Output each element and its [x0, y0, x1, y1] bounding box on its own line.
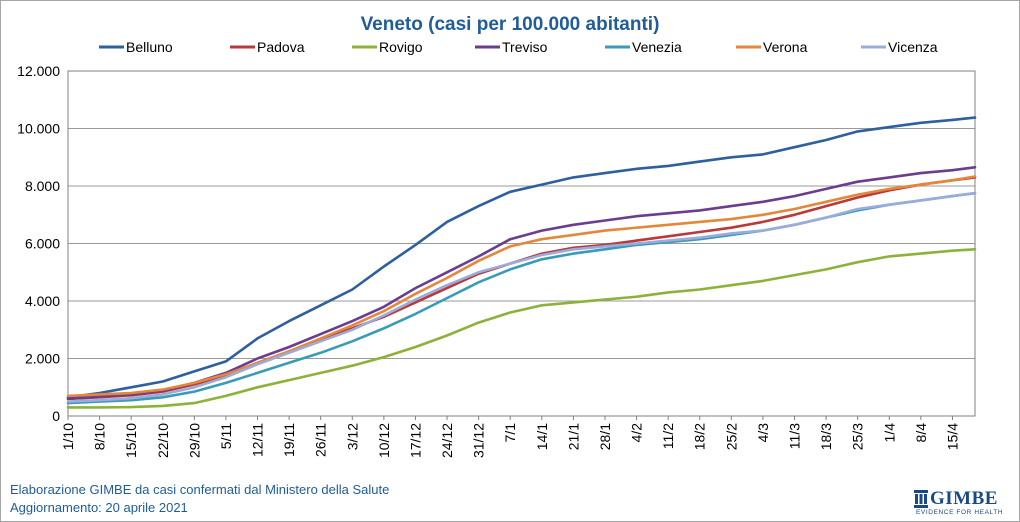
series-line-vicenza: [66, 191, 977, 403]
legend-label: Vicenza: [888, 39, 938, 55]
y-tick-label: 12.000: [17, 63, 60, 79]
x-tick-label: 15/10: [123, 423, 139, 458]
x-tick-label: 11/3: [787, 423, 803, 449]
series-line-padova: [66, 176, 977, 401]
x-tick-label: 11/2: [660, 423, 676, 449]
legend-label: Padova: [257, 39, 305, 55]
x-tick-label: 26/11: [313, 423, 329, 457]
line-chart: Veneto (casi per 100.000 abitanti) 0 2.000…: [17, 14, 977, 458]
x-tick-label: 3/12: [344, 423, 360, 450]
x-tick-label: 8/10: [92, 423, 108, 450]
y-tick-label: 10.000: [17, 121, 60, 137]
logo-tagline: EVIDENCE FOR HEALTH: [916, 509, 1004, 516]
series-line-belluno: [66, 116, 977, 399]
x-tick-label: 18/3: [818, 423, 834, 450]
x-tick-label: 1/10: [60, 423, 76, 450]
x-tick-label: 21/1: [565, 423, 581, 450]
series-line-verona: [66, 175, 977, 398]
x-tick-label: 18/2: [692, 423, 708, 450]
x-tick-label: 17/12: [407, 423, 423, 458]
chart-title: Veneto (casi per 100.000 abitanti): [361, 14, 660, 35]
x-tick-label: 10/12: [376, 423, 392, 458]
series-line-rovigo: [66, 248, 977, 409]
y-tick-label: 6.000: [25, 236, 60, 252]
y-tick-label: 4.000: [25, 293, 60, 309]
source-note: Elaborazione GIMBE da casi confermati da…: [10, 482, 390, 497]
legend-label: Rovigo: [379, 39, 423, 55]
x-tick-label: 14/1: [534, 423, 550, 450]
x-tick-label: 5/11: [218, 423, 234, 449]
x-tick-label: 4/3: [755, 423, 771, 443]
x-tick-label: 8/4: [913, 423, 929, 443]
x-tick-label: 24/12: [439, 423, 455, 458]
x-tick-label: 25/2: [723, 423, 739, 450]
x-tick-label: 19/11: [281, 423, 297, 457]
x-tick-label: 4/2: [629, 423, 645, 443]
x-tick-label: 22/10: [155, 423, 171, 458]
x-tick-label: 31/12: [471, 423, 487, 458]
x-tick-label: 29/10: [186, 423, 202, 458]
gimbe-logo: GIMBE EVIDENCE FOR HEALTH: [914, 488, 1014, 518]
logo-name: GIMBE: [930, 488, 998, 509]
y-tick-label: 0: [52, 408, 60, 424]
series-line-venezia: [66, 191, 977, 405]
x-tick-label: 25/3: [850, 423, 866, 450]
legend-label: Venezia: [632, 39, 682, 55]
x-tick-label: 12/11: [250, 423, 266, 457]
x-tick-label: 28/1: [597, 423, 613, 450]
y-tick-label: 2.000: [25, 351, 60, 367]
x-tick-label: 15/4: [944, 423, 960, 450]
update-note: Aggiornamento: 20 aprile 2021: [10, 500, 188, 515]
legend-label: Verona: [763, 39, 808, 55]
plot-area: [67, 70, 976, 417]
gimbe-mark-icon: [914, 490, 928, 508]
x-tick-label: 7/1: [502, 423, 518, 443]
x-tick-label: 1/4: [881, 423, 897, 443]
legend-label: Treviso: [502, 39, 548, 55]
legend-label: Belluno: [126, 39, 173, 55]
y-tick-label: 8.000: [25, 178, 60, 194]
